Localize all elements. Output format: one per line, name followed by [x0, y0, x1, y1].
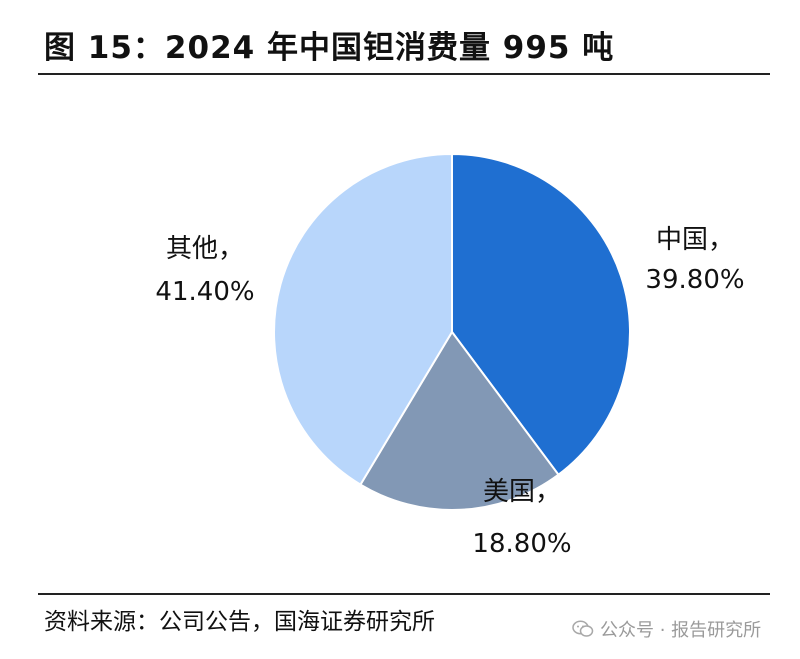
pie-slice-2	[359, 330, 560, 511]
watermark: 公众号 · 报告研究所	[572, 616, 761, 642]
slice-label-name-1: 中国，	[656, 225, 734, 255]
slice-label-name-2: 美国，	[483, 477, 561, 507]
pie-slices	[273, 152, 631, 511]
title-divider	[38, 73, 770, 75]
slice-label-value-3: 41.40%	[155, 277, 254, 307]
slice-label-name-3: 其他，	[166, 234, 244, 264]
slice-label-value-2: 18.80%	[472, 529, 571, 559]
figure-title: 图 15：2024 年中国钽消费量 995 吨	[44, 30, 615, 66]
wechat-icon	[572, 620, 594, 637]
source-divider	[38, 593, 770, 595]
pie-slice-3	[273, 152, 453, 487]
watermark-text: 公众号 · 报告研究所	[600, 620, 762, 641]
slice-label-value-1: 39.80%	[645, 265, 744, 295]
pie-slice-1	[451, 152, 631, 477]
pie-labels: 中国， 39.80% 美国， 18.80% 其他， 41.40%	[155, 225, 744, 559]
source-note: 资料来源：公司公告，国海证券研究所	[44, 609, 435, 635]
